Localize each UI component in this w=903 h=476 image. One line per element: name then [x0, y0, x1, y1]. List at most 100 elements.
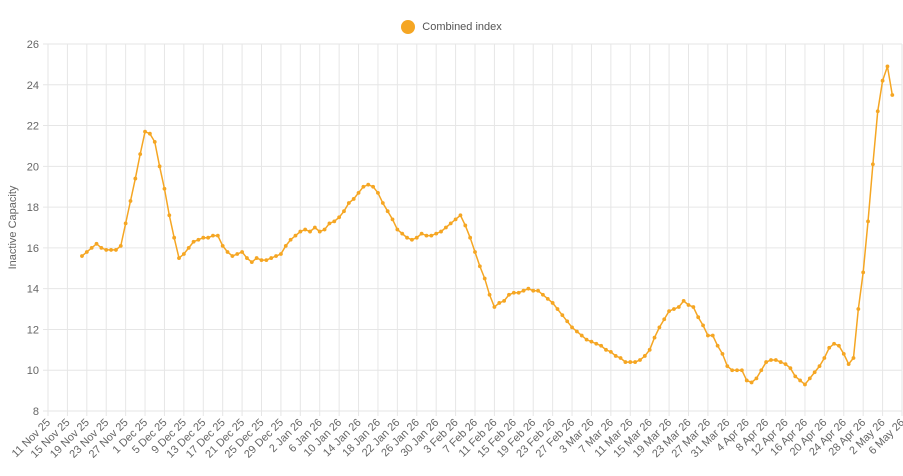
data-point: [541, 292, 545, 297]
y-tick-label: 14: [27, 284, 39, 296]
data-point: [599, 343, 604, 348]
data-point: [283, 243, 288, 248]
data-point: [870, 162, 875, 167]
data-point: [215, 233, 220, 238]
data-point: [143, 129, 147, 134]
data-point: [783, 362, 788, 367]
y-tick-label: 18: [27, 202, 39, 214]
data-point: [322, 227, 327, 232]
data-point: [739, 368, 744, 373]
data-point: [80, 254, 84, 258]
data-point: [866, 219, 870, 224]
data-point: [672, 307, 676, 311]
data-point: [181, 252, 186, 256]
data-point: [759, 368, 764, 373]
data-point: [744, 378, 749, 383]
data-point: [269, 256, 274, 260]
data-point: [846, 362, 851, 367]
data-point: [298, 229, 303, 234]
data-point: [788, 366, 793, 371]
data-point: [443, 225, 448, 230]
data-point: [686, 303, 691, 307]
data-point: [536, 288, 540, 293]
data-point: [264, 258, 269, 263]
data-point: [468, 235, 473, 240]
y-axis-title: Inactive Capacity: [7, 185, 19, 269]
data-point: [657, 325, 662, 330]
data-point: [613, 354, 618, 358]
data-point: [608, 349, 613, 354]
data-point: [628, 360, 633, 364]
data-point: [249, 260, 254, 265]
data-point: [211, 233, 215, 238]
data-point: [104, 248, 109, 252]
data-point: [633, 360, 638, 364]
y-tick-label: 12: [27, 324, 39, 336]
data-point: [502, 299, 507, 303]
data-point: [570, 325, 574, 330]
data-point: [138, 152, 143, 157]
data-point: [390, 217, 395, 222]
data-point: [798, 378, 803, 383]
data-point: [545, 296, 550, 301]
data-point: [511, 290, 516, 295]
data-point: [691, 305, 696, 309]
data-point: [803, 382, 807, 387]
data-point: [638, 358, 642, 362]
data-point: [89, 245, 94, 250]
data-point: [463, 223, 468, 228]
data-point: [841, 352, 846, 356]
data-point: [235, 252, 240, 256]
data-point: [706, 333, 710, 338]
y-tick-label: 16: [27, 243, 39, 255]
data-point: [128, 199, 133, 203]
data-point: [337, 215, 342, 220]
data-point: [516, 290, 521, 295]
data-point: [254, 256, 259, 260]
data-point: [308, 229, 312, 234]
legend-label: Combined index: [422, 21, 502, 33]
data-point: [667, 309, 671, 313]
data-point: [342, 209, 346, 214]
legend[interactable]: Combined index: [0, 20, 903, 34]
data-point: [395, 227, 400, 232]
data-point: [84, 250, 89, 254]
data-point: [560, 313, 565, 318]
data-point: [701, 323, 705, 328]
data-point: [730, 368, 735, 373]
data-point: [147, 131, 152, 136]
data-point: [288, 237, 293, 242]
data-point: [366, 182, 371, 187]
data-point: [259, 258, 264, 263]
data-point: [477, 264, 482, 269]
data-point: [764, 360, 769, 364]
data-point: [793, 374, 798, 379]
data-point: [177, 256, 181, 260]
data-point: [574, 329, 579, 334]
data-point: [99, 245, 104, 250]
data-point: [521, 288, 526, 293]
data-point: [448, 221, 453, 226]
data-point: [526, 286, 531, 291]
data-point: [346, 201, 351, 205]
data-point: [497, 301, 502, 305]
data-point: [492, 305, 497, 309]
data-point: [807, 376, 812, 381]
data-point: [94, 241, 99, 246]
legend-swatch-icon: [401, 20, 416, 34]
data-point: [778, 360, 783, 364]
data-point: [812, 370, 817, 375]
data-point: [419, 231, 424, 236]
data-point: [769, 358, 773, 362]
data-point: [822, 356, 827, 360]
data-point: [885, 64, 890, 69]
data-point: [473, 250, 477, 254]
data-point: [662, 317, 667, 322]
data-point: [414, 235, 419, 240]
data-point: [279, 252, 283, 256]
data-point: [749, 380, 754, 385]
data-point: [133, 176, 138, 181]
data-point: [676, 305, 681, 309]
data-point: [453, 217, 458, 222]
data-point: [172, 235, 177, 240]
